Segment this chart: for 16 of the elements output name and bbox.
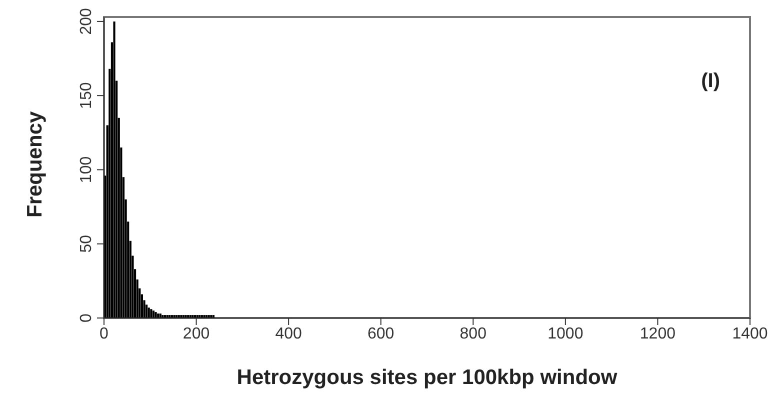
y-tick-label: 200 bbox=[78, 8, 95, 35]
x-axis-title: Hetrozygous sites per 100kbp window bbox=[236, 366, 618, 389]
y-tick-label: 100 bbox=[78, 156, 95, 184]
x-tick-label: 600 bbox=[368, 325, 394, 342]
y-tick-label: 0 bbox=[78, 313, 95, 322]
x-tick-label: 1200 bbox=[640, 325, 676, 342]
x-tick-label: 1000 bbox=[548, 325, 584, 342]
y-tick-label: 150 bbox=[78, 82, 95, 109]
x-tick-label: 200 bbox=[182, 325, 210, 342]
x-tick-label: 0 bbox=[100, 325, 109, 342]
y-axis-title: Frequency bbox=[23, 110, 46, 218]
y-tick-label: 50 bbox=[78, 234, 95, 253]
x-tick-label: 400 bbox=[275, 325, 302, 342]
x-tick-label: 1400 bbox=[732, 325, 768, 342]
annotation: (I) bbox=[701, 70, 720, 92]
x-tick-label: 800 bbox=[460, 325, 487, 342]
